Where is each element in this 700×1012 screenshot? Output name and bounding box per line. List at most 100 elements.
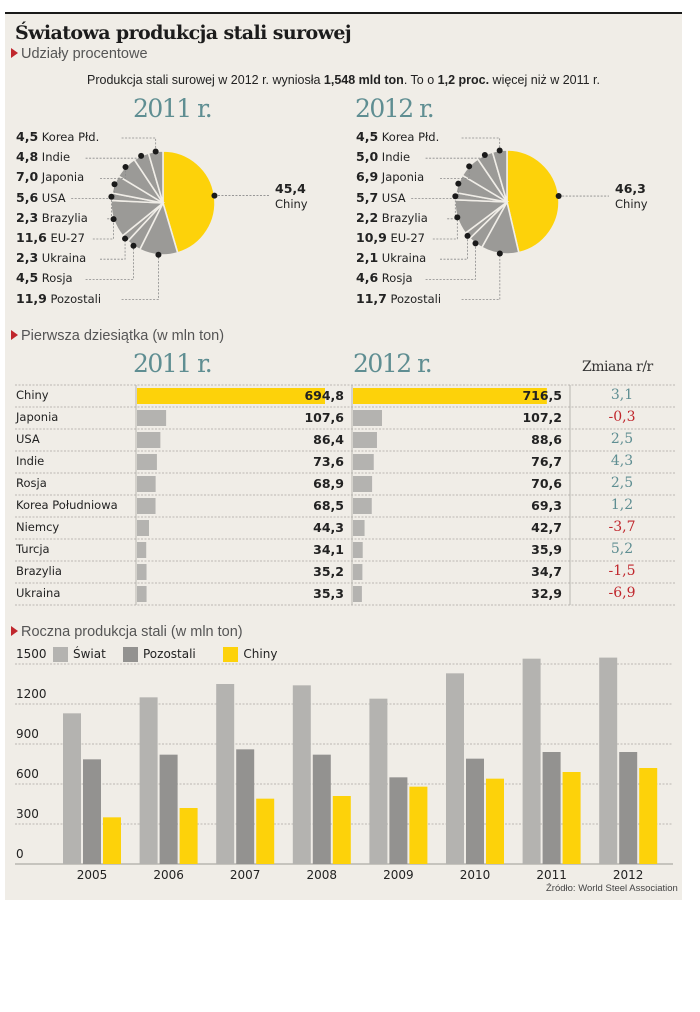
value-2011-rosja: 68,9 [313, 476, 344, 491]
change-usa: 2,5 [610, 431, 634, 447]
bar-chiny-2010 [486, 778, 504, 864]
bar-2012-chiny [353, 388, 547, 404]
pie-label-brazylia: 2,2 Brazylia [356, 210, 428, 225]
pie-label-name: Pozostali [386, 291, 442, 306]
pie-label-usa: 5,6 USA [16, 190, 66, 205]
table-svg [15, 384, 675, 606]
pie-label-value: 5,7 [356, 189, 379, 205]
pie-label-name: Korea Płd. [378, 130, 440, 144]
bar-pozostali-2012 [619, 752, 638, 864]
bar-swiat-2005 [63, 713, 81, 864]
leader-line [411, 183, 459, 200]
pie-label-value: 5,0 [356, 149, 379, 165]
slice-dot [454, 214, 461, 221]
intro-text: Produkcja stali surowej w 2012 r. wynios… [87, 73, 600, 87]
pie-2012-title: 2012 r. [355, 94, 435, 123]
page-title: Światowa produkcja stali surowej [15, 22, 352, 44]
slice-dot [111, 181, 118, 188]
bar-chiny-2012 [639, 768, 658, 864]
source-note: Źródło: World Steel Association [546, 883, 678, 894]
y-tick-900: 900 [16, 727, 39, 741]
pie-label-rosja: 4,6 Rosja [356, 270, 413, 285]
value-2012-ukraina: 32,9 [531, 586, 562, 601]
bar-2012-korea-poludniowa [353, 498, 372, 514]
pie-label-chiny-value: 45,4 [275, 180, 306, 196]
pie-label-value: 2,3 [16, 250, 39, 266]
pie-label-eu-27: 10,9 EU-27 [356, 230, 425, 245]
slice-dot [122, 163, 129, 170]
pie-label-pozostali: 11,9 Pozostali [16, 291, 101, 306]
pie-label-brazylia: 2,3 Brazylia [16, 210, 88, 225]
leader-line [461, 137, 501, 151]
pie-label-rosja: 4,5 Rosja [16, 270, 73, 285]
pie-label-value: 7,0 [16, 169, 39, 185]
bar-2011-usa [137, 432, 161, 448]
y-tick-300: 300 [16, 807, 39, 821]
pie-label-chiny-value: 46,3 [615, 181, 646, 197]
pie-label-value: 4,5 [356, 129, 379, 144]
pie-label-name: Japonia [378, 170, 425, 185]
row-name-indie: Indie [16, 454, 45, 468]
legend-swatch-swiat [53, 647, 68, 662]
pie-label-value: 4,5 [16, 129, 39, 144]
bar-pozostali-2009 [389, 777, 408, 864]
bar-2011-chiny [137, 388, 325, 404]
section-shares-heading: Udziały procentowe [11, 46, 148, 62]
pie-label-value: 5,6 [16, 189, 39, 205]
leader-line [432, 217, 458, 240]
pie-label-value: 2,1 [356, 250, 379, 266]
pie-label-value: 10,9 [356, 230, 387, 245]
pie-label-ukraina: 2,1 Ukraina [356, 250, 426, 265]
pie-label-name: EU-27 [46, 231, 85, 245]
leader-line [121, 254, 159, 301]
bar-2011-niemcy [137, 520, 149, 536]
y-tick-0: 0 [16, 847, 24, 861]
leader-line [121, 137, 157, 152]
legend-label-pozostali: Pozostali [143, 647, 196, 661]
leader-line [100, 166, 126, 179]
slice-dot [130, 242, 137, 249]
bar-2011-rosja [137, 476, 156, 492]
change-indie: 4,3 [610, 453, 634, 469]
bar-2012-usa [353, 432, 377, 448]
value-2011-chiny: 694,8 [304, 388, 344, 403]
bar-chiny-2006 [179, 808, 198, 864]
table-col-change: Zmiana r/r [582, 359, 653, 375]
bar-chiny-2009 [409, 786, 428, 864]
bar-2011-ukraina [137, 586, 147, 602]
change-brazylia: -1,5 [608, 563, 636, 579]
bar-2012-niemcy [353, 520, 365, 536]
leader-line [85, 245, 134, 280]
bar-swiat-2010 [446, 673, 464, 864]
value-2012-brazylia: 34,7 [531, 564, 562, 579]
leader-line [440, 166, 470, 179]
pie-label-value: 6,9 [356, 169, 379, 185]
y-tick-1200: 1200 [16, 687, 47, 701]
legend-label-swiat: Świat [73, 647, 106, 661]
slice-dot [138, 152, 145, 159]
bar-2012-indie [353, 454, 374, 470]
bar-pozostali-2010 [466, 758, 484, 864]
value-2011-ukraina: 35,3 [313, 586, 344, 601]
bar-2012-rosja [353, 476, 373, 492]
row-name-turcja: Turcja [16, 542, 50, 556]
bar-chart-svg [15, 657, 673, 865]
pie-label-indie: 4,8 Indie [16, 149, 70, 164]
slice-dot [110, 216, 117, 223]
x-tick-2010: 2010 [459, 868, 491, 882]
pie-label-name: Korea Płd. [38, 130, 100, 144]
growth-percent: 1,2 proc. [437, 73, 490, 87]
slice-dot [452, 193, 459, 200]
bar-2012-brazylia [353, 564, 363, 580]
bar-swiat-2012 [599, 657, 618, 864]
slice-dot [122, 235, 129, 242]
pie-label-usa: 5,7 USA [356, 190, 406, 205]
infographic-panel: Światowa produkcja stali surowej Udziały… [5, 12, 682, 900]
pie-label-value: 11,9 [16, 290, 47, 306]
pie-label-value: 4,5 [16, 270, 39, 286]
legend-swatch-chiny [223, 647, 239, 662]
triangle-marker-icon [11, 330, 18, 340]
x-tick-2011: 2011 [536, 868, 567, 882]
pie-svg [71, 137, 609, 301]
slice-dot [211, 192, 218, 199]
